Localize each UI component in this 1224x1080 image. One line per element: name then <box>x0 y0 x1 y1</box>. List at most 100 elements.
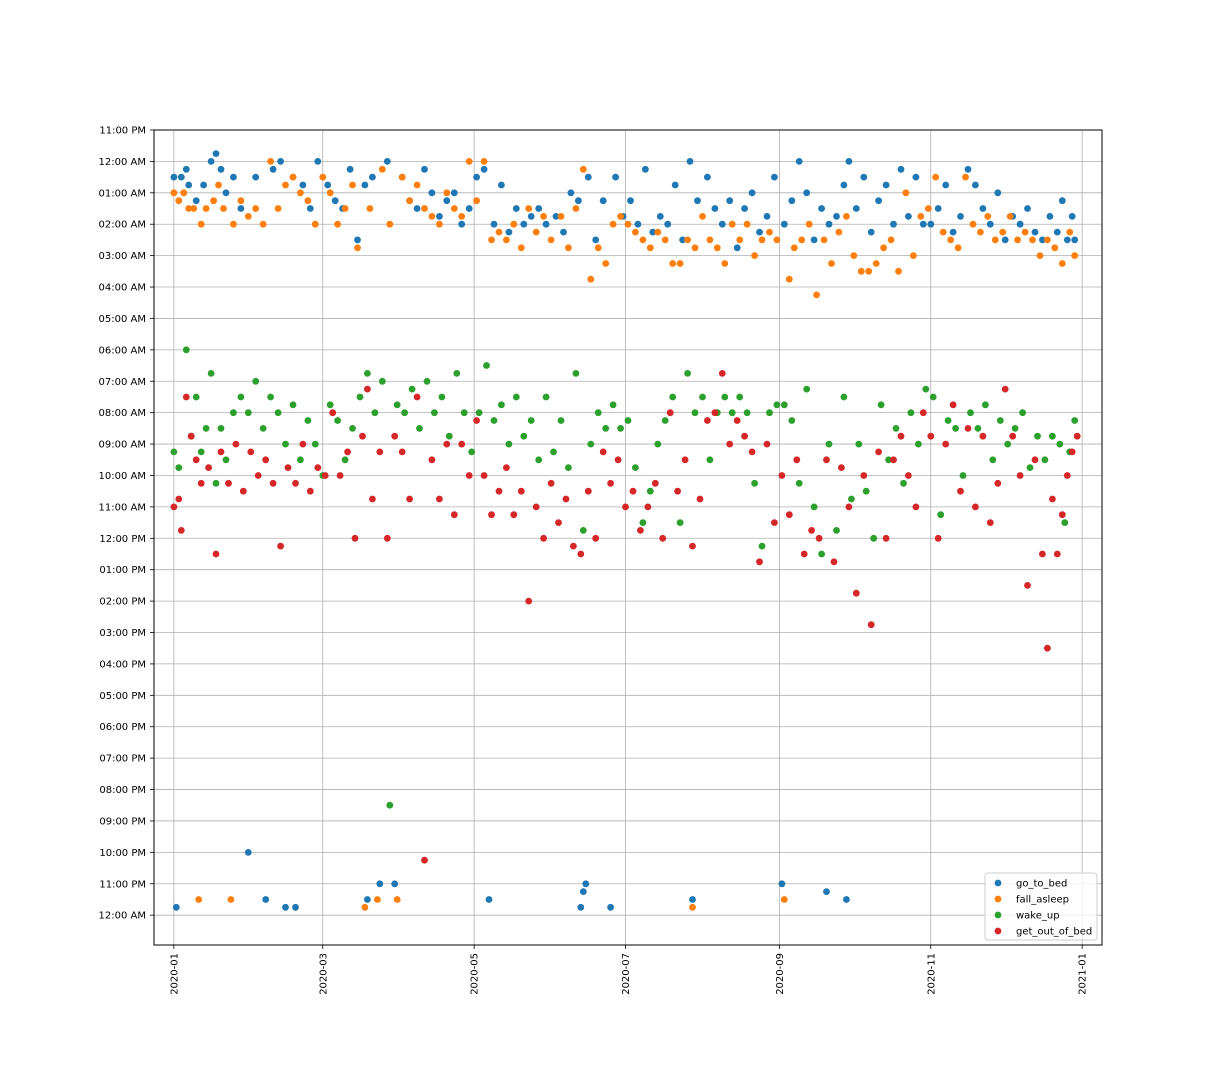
data-point <box>684 370 691 377</box>
data-point <box>793 456 801 464</box>
legend-label: get_out_of_bed <box>1016 927 1092 938</box>
data-point <box>450 511 458 519</box>
data-point <box>659 534 667 542</box>
data-point <box>230 409 237 417</box>
data-point <box>1041 456 1049 464</box>
data-point <box>798 236 806 244</box>
data-point <box>314 464 322 471</box>
data-point <box>1053 228 1061 236</box>
data-point <box>443 189 451 197</box>
data-point <box>1071 236 1079 244</box>
y-tick-label: 08:00 AM <box>99 408 146 419</box>
data-point <box>778 472 786 479</box>
data-point <box>436 495 443 503</box>
data-point <box>570 542 577 550</box>
data-point <box>741 205 748 212</box>
data-point <box>222 189 230 197</box>
data-point <box>711 409 719 417</box>
series-wake-up <box>170 346 1079 809</box>
data-point <box>510 511 518 519</box>
data-point <box>334 220 341 228</box>
data-point <box>299 181 307 189</box>
data-point <box>661 236 669 244</box>
data-point <box>465 205 473 212</box>
data-point <box>607 479 614 487</box>
data-point <box>780 220 788 228</box>
data-point <box>934 205 942 212</box>
data-point <box>840 393 848 401</box>
y-tick-label: 02:00 AM <box>99 220 146 231</box>
data-point <box>917 213 925 220</box>
data-point <box>602 260 610 267</box>
data-point <box>386 801 394 809</box>
data-point <box>349 425 356 432</box>
y-tick-label: 12:00 AM <box>99 157 146 168</box>
data-point <box>1019 409 1026 417</box>
data-point <box>326 189 334 197</box>
data-point <box>1014 236 1021 244</box>
data-point <box>237 393 245 401</box>
data-point <box>445 432 453 440</box>
data-point <box>964 165 972 173</box>
data-point <box>465 158 473 165</box>
data-point <box>594 244 602 252</box>
data-point <box>609 220 617 228</box>
data-point <box>428 213 436 220</box>
data-point <box>192 456 200 464</box>
data-point <box>292 479 299 487</box>
data-point <box>369 495 376 503</box>
data-point <box>622 503 629 511</box>
data-point <box>284 464 292 471</box>
data-point <box>277 542 284 550</box>
data-point <box>800 550 808 558</box>
data-point <box>195 896 203 903</box>
data-point <box>557 417 565 424</box>
plot-area-frame <box>153 129 1103 946</box>
data-point <box>326 401 334 409</box>
data-point <box>828 260 835 267</box>
data-point <box>632 464 639 471</box>
data-point <box>488 511 495 519</box>
data-point <box>1056 440 1064 448</box>
data-point <box>905 472 912 479</box>
data-point <box>599 197 607 205</box>
data-point <box>639 519 647 526</box>
data-point <box>949 228 957 236</box>
data-point <box>567 189 575 197</box>
data-point <box>1001 385 1009 393</box>
data-point <box>937 511 945 519</box>
data-point <box>577 903 585 911</box>
data-point <box>475 409 483 417</box>
data-point <box>498 401 505 409</box>
data-point <box>361 181 369 189</box>
data-point <box>867 228 875 236</box>
data-point <box>989 456 997 464</box>
data-point <box>704 173 711 181</box>
data-point <box>1024 205 1031 212</box>
data-point <box>438 393 446 401</box>
data-point <box>1016 220 1024 228</box>
data-point <box>875 448 882 456</box>
data-point <box>557 213 565 220</box>
data-point <box>550 448 557 456</box>
data-point <box>212 150 220 158</box>
data-point <box>934 534 942 542</box>
data-point <box>830 558 838 566</box>
data-point <box>282 440 289 448</box>
data-point <box>383 158 391 165</box>
data-point <box>803 385 811 393</box>
data-point <box>1049 495 1056 503</box>
data-point <box>398 448 406 456</box>
data-point <box>803 189 811 197</box>
legend-marker <box>994 927 1002 935</box>
data-point <box>964 425 972 432</box>
data-point <box>706 456 714 464</box>
data-point <box>713 244 721 252</box>
data-point <box>607 903 614 911</box>
data-point <box>547 479 555 487</box>
data-point <box>1058 511 1066 519</box>
data-point <box>354 244 361 252</box>
data-point <box>795 479 803 487</box>
data-point <box>177 173 185 181</box>
data-point <box>359 432 366 440</box>
